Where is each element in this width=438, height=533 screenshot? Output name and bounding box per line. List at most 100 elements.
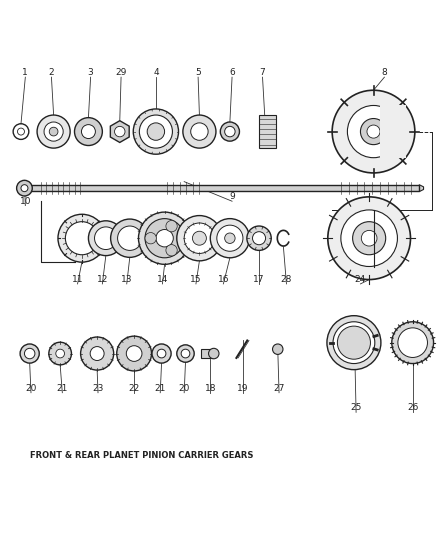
- Text: 12: 12: [97, 275, 108, 284]
- Circle shape: [327, 316, 381, 370]
- Text: 14: 14: [157, 275, 168, 284]
- Text: 22: 22: [128, 384, 140, 393]
- Text: 8: 8: [381, 68, 387, 77]
- Circle shape: [392, 322, 434, 364]
- Circle shape: [145, 232, 156, 244]
- Text: 15: 15: [190, 275, 201, 284]
- Circle shape: [81, 337, 114, 370]
- Text: 13: 13: [121, 275, 132, 284]
- Bar: [259, 115, 276, 148]
- Circle shape: [253, 232, 265, 245]
- Circle shape: [166, 245, 177, 256]
- Circle shape: [225, 126, 235, 137]
- Text: 24: 24: [355, 275, 366, 284]
- Text: 20: 20: [25, 384, 37, 393]
- Text: 28: 28: [281, 275, 292, 284]
- Circle shape: [58, 214, 106, 262]
- Circle shape: [347, 106, 399, 158]
- Text: 21: 21: [155, 384, 166, 393]
- Circle shape: [166, 221, 177, 232]
- Bar: [30, 185, 419, 191]
- Circle shape: [360, 118, 387, 144]
- Circle shape: [49, 342, 71, 365]
- Text: 7: 7: [260, 68, 265, 77]
- Text: 19: 19: [237, 384, 249, 393]
- Circle shape: [126, 346, 142, 361]
- Polygon shape: [419, 184, 424, 192]
- Circle shape: [217, 225, 243, 251]
- Circle shape: [115, 126, 125, 137]
- Text: 18: 18: [205, 384, 216, 393]
- Circle shape: [367, 125, 380, 138]
- Circle shape: [17, 180, 32, 196]
- Circle shape: [117, 336, 152, 371]
- Circle shape: [156, 230, 173, 247]
- Circle shape: [117, 226, 142, 251]
- Text: 29: 29: [115, 68, 127, 77]
- Bar: [201, 349, 213, 358]
- Circle shape: [337, 326, 371, 359]
- Text: 27: 27: [273, 384, 285, 393]
- Text: FRONT & REAR PLANET PINION CARRIER GEARS: FRONT & REAR PLANET PINION CARRIER GEARS: [30, 451, 253, 460]
- Circle shape: [361, 230, 377, 246]
- Text: 3: 3: [88, 68, 93, 77]
- Text: 6: 6: [229, 68, 235, 77]
- Circle shape: [208, 349, 219, 359]
- Text: 2: 2: [49, 68, 54, 77]
- Circle shape: [181, 349, 190, 358]
- Circle shape: [95, 227, 117, 249]
- Text: 1: 1: [22, 68, 28, 77]
- Text: 4: 4: [153, 68, 159, 77]
- Circle shape: [139, 115, 173, 148]
- Circle shape: [191, 123, 208, 140]
- Circle shape: [184, 223, 215, 254]
- Polygon shape: [110, 120, 129, 142]
- Circle shape: [353, 222, 386, 255]
- Text: 25: 25: [350, 403, 362, 413]
- Circle shape: [138, 212, 191, 264]
- Circle shape: [192, 231, 206, 245]
- Text: 9: 9: [229, 192, 235, 201]
- Circle shape: [210, 219, 250, 258]
- Circle shape: [37, 115, 70, 148]
- Circle shape: [177, 345, 194, 362]
- Circle shape: [152, 344, 171, 363]
- Circle shape: [56, 349, 64, 358]
- Circle shape: [157, 349, 166, 358]
- Text: 23: 23: [92, 384, 104, 393]
- Circle shape: [145, 219, 184, 258]
- Circle shape: [111, 219, 149, 257]
- Circle shape: [328, 197, 410, 279]
- Circle shape: [65, 222, 99, 255]
- Circle shape: [272, 344, 283, 354]
- Text: 26: 26: [407, 403, 418, 413]
- Circle shape: [177, 215, 222, 261]
- Text: 20: 20: [179, 384, 190, 393]
- Bar: [374, 210, 402, 266]
- Circle shape: [25, 349, 35, 359]
- Text: 17: 17: [253, 275, 265, 284]
- Circle shape: [44, 122, 63, 141]
- Circle shape: [332, 90, 415, 173]
- Circle shape: [88, 221, 123, 256]
- Circle shape: [220, 122, 240, 141]
- Circle shape: [49, 127, 58, 136]
- Text: 11: 11: [72, 275, 83, 284]
- Circle shape: [90, 346, 104, 360]
- Circle shape: [74, 118, 102, 146]
- Text: 10: 10: [20, 197, 31, 206]
- Text: 16: 16: [218, 275, 229, 284]
- Circle shape: [133, 109, 179, 154]
- Circle shape: [21, 184, 28, 192]
- Circle shape: [247, 226, 271, 251]
- Circle shape: [20, 344, 39, 363]
- Circle shape: [225, 233, 235, 244]
- Text: 5: 5: [195, 68, 201, 77]
- Circle shape: [183, 115, 216, 148]
- Circle shape: [147, 123, 165, 140]
- Text: 21: 21: [57, 384, 68, 393]
- Circle shape: [81, 125, 95, 139]
- Circle shape: [398, 328, 427, 358]
- Circle shape: [333, 322, 375, 364]
- Bar: [380, 106, 406, 158]
